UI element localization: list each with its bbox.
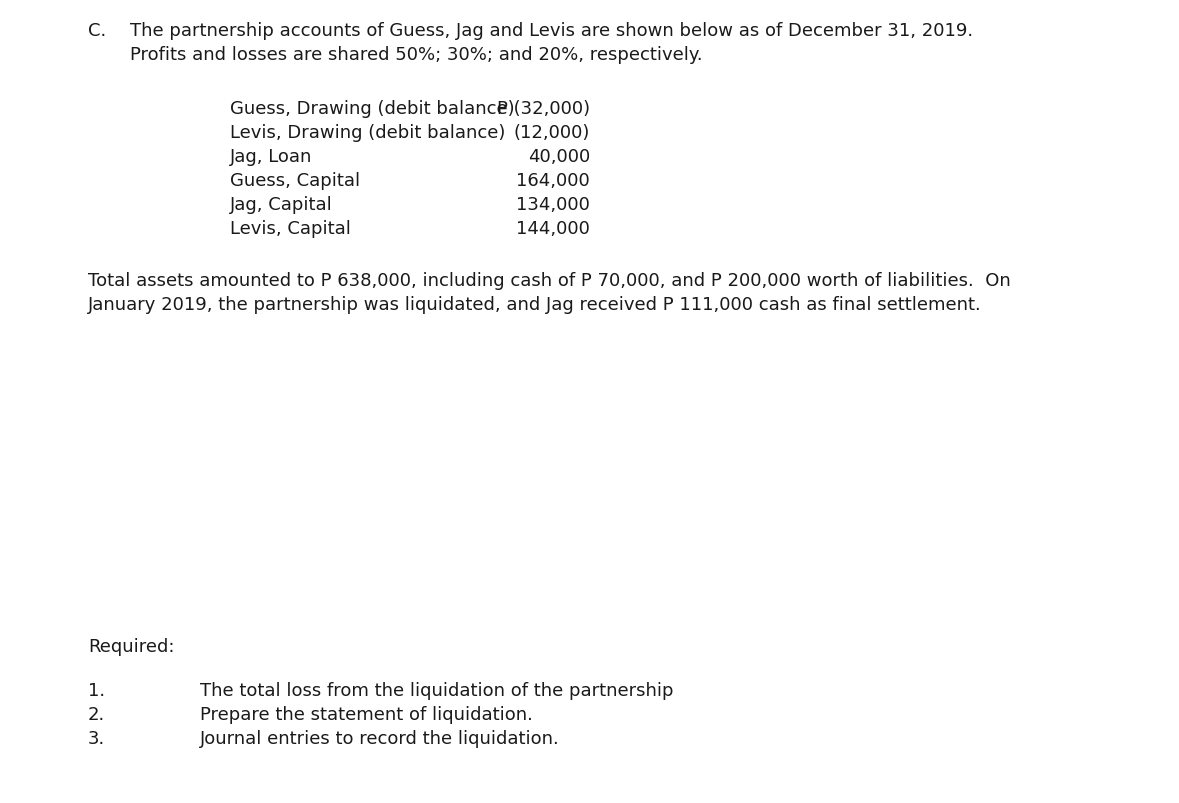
Text: 134,000: 134,000: [516, 196, 590, 214]
Text: Journal entries to record the liquidation.: Journal entries to record the liquidatio…: [200, 729, 560, 747]
Text: 3.: 3.: [88, 729, 105, 747]
Text: Jag, Capital: Jag, Capital: [230, 196, 332, 214]
Text: (12,000): (12,000): [514, 124, 590, 142]
Text: C.: C.: [88, 22, 106, 40]
Text: 1.: 1.: [88, 681, 105, 699]
Text: Guess, Drawing (debit balance): Guess, Drawing (debit balance): [230, 100, 514, 118]
Text: Levis, Capital: Levis, Capital: [230, 220, 351, 238]
Text: 144,000: 144,000: [516, 220, 590, 238]
Text: 2.: 2.: [88, 705, 105, 723]
Text: Profits and losses are shared 50%; 30%; and 20%, respectively.: Profits and losses are shared 50%; 30%; …: [130, 46, 703, 64]
Text: 164,000: 164,000: [516, 172, 590, 190]
Text: P (32,000): P (32,000): [496, 100, 590, 118]
Text: Required:: Required:: [88, 638, 174, 655]
Text: Total assets amounted to P 638,000, including cash of P 70,000, and P 200,000 wo: Total assets amounted to P 638,000, incl…: [88, 271, 1010, 290]
Text: Prepare the statement of liquidation.: Prepare the statement of liquidation.: [200, 705, 533, 723]
Text: The total loss from the liquidation of the partnership: The total loss from the liquidation of t…: [200, 681, 673, 699]
Text: Guess, Capital: Guess, Capital: [230, 172, 360, 190]
Text: 40,000: 40,000: [528, 148, 590, 165]
Text: Levis, Drawing (debit balance): Levis, Drawing (debit balance): [230, 124, 506, 142]
Text: Jag, Loan: Jag, Loan: [230, 148, 312, 165]
Text: The partnership accounts of Guess, Jag and Levis are shown below as of December : The partnership accounts of Guess, Jag a…: [130, 22, 973, 40]
Text: January 2019, the partnership was liquidated, and Jag received P 111,000 cash as: January 2019, the partnership was liquid…: [88, 296, 982, 314]
